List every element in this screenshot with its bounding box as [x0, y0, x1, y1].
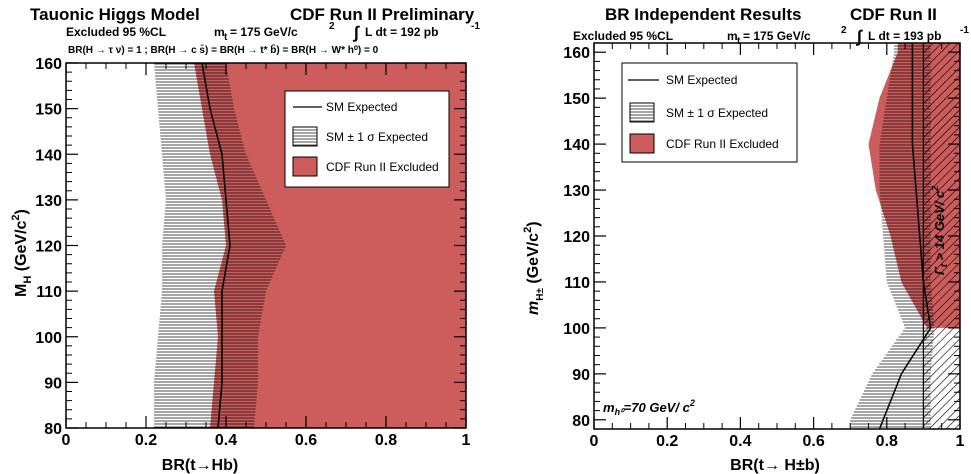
- right-x-tick-label: 0.4: [729, 433, 751, 450]
- left-lumi-label: ∫ L dt = 192 pb -1: [352, 21, 480, 42]
- left-x-tick-label: 0.8: [375, 432, 397, 449]
- right-x-tick-label: 0.8: [876, 433, 898, 450]
- right-legend-label-0: SM Expected: [666, 73, 737, 87]
- left-y-tick-label: 130: [35, 193, 62, 210]
- right-plot-area: 0 0.2 0.4 0.6 0.8 1 80 90 100 110 120 130 140 150 160: [563, 42, 965, 450]
- svg-text:t: t: [737, 36, 741, 47]
- left-x-axis-label: BR(t→Hb): [162, 457, 238, 474]
- right-y-tick-label: 130: [563, 183, 590, 200]
- left-y-axis-label: MH (GeV/c2): [10, 209, 34, 297]
- svg-text:mH± (GeV/c2): mH± (GeV/c2): [522, 221, 546, 315]
- left-legend-label-1: SM ± 1 σ Expected: [326, 130, 428, 144]
- right-legend-swatch-band: [629, 102, 655, 123]
- svg-text:= 175 GeV/c: = 175 GeV/c: [230, 25, 298, 39]
- left-mass-label: m t = 175 GeV/c 2: [214, 21, 335, 43]
- svg-text:L dt = 193 pb: L dt = 193 pb: [868, 29, 941, 43]
- right-x-tick-label: 0: [590, 433, 599, 450]
- left-legend-label-2: CDF Run II Excluded: [326, 160, 439, 174]
- left-expected-line: [201, 63, 231, 428]
- left-y-tick-label: 160: [35, 56, 62, 73]
- right-y-tick-label: 160: [563, 45, 590, 62]
- right-expected-line: [878, 43, 932, 429]
- right-collab-label: CDF Run II: [850, 5, 937, 24]
- left-legend-label-0: SM Expected: [326, 100, 397, 114]
- left-panel: Tauonic Higgs Model CDF Run II Prelimina…: [10, 5, 480, 474]
- svg-text:L dt = 192 pb: L dt = 192 pb: [365, 25, 438, 39]
- svg-text:∫: ∫: [352, 23, 360, 42]
- left-y-tick-label: 150: [35, 102, 62, 119]
- svg-text:2: 2: [841, 25, 847, 36]
- right-y-tick-label: 140: [563, 137, 590, 154]
- right-lumi-label: ∫ L dt = 193 pb -1: [855, 25, 969, 46]
- right-y-axis-label: mH± (GeV/c2): [522, 221, 546, 315]
- right-gamma-annotation: Γt > 14 GeV/ c2: [930, 186, 949, 275]
- right-y-tick-label: 120: [563, 229, 590, 246]
- svg-text:2: 2: [329, 21, 335, 32]
- right-y-tick-label: 80: [572, 413, 590, 430]
- right-x-axis-label: BR(t→ H±b): [730, 457, 820, 474]
- svg-text:∫: ∫: [855, 27, 863, 46]
- right-y-tick-label: 150: [563, 91, 590, 108]
- left-y-tick-label: 80: [44, 421, 62, 438]
- svg-text:Γt > 14 GeV/ c2: Γt > 14 GeV/ c2: [930, 186, 949, 275]
- left-legend-swatch-excluded: [292, 156, 318, 177]
- right-x-tick-label: 0.6: [802, 433, 824, 450]
- svg-text:-1: -1: [960, 25, 969, 36]
- right-y-tick-label: 110: [564, 275, 590, 292]
- svg-text:t: t: [224, 32, 228, 43]
- right-legend-swatch-excluded: [629, 133, 655, 154]
- left-y-tick-label: 140: [35, 147, 62, 164]
- left-title: Tauonic Higgs Model: [30, 5, 200, 24]
- left-x-tick-label: 0.2: [135, 432, 157, 449]
- left-y-tick-label: 100: [35, 330, 62, 347]
- right-panel: BR Independent Results CDF Run II Exclud…: [522, 5, 969, 474]
- right-y-tick-label: 100: [563, 321, 590, 338]
- left-x-tick-label: 0.6: [295, 432, 317, 449]
- svg-text:= 175 GeV/c: = 175 GeV/c: [743, 29, 811, 43]
- left-sigma-band: [154, 63, 286, 428]
- right-legend-label-2: CDF Run II Excluded: [666, 137, 779, 151]
- right-y-tick-label: 90: [572, 367, 590, 384]
- left-legend-swatch-band: [292, 126, 318, 147]
- right-plot-content: [850, 43, 960, 429]
- right-title: BR Independent Results: [605, 5, 801, 24]
- left-excluded-label: Excluded 95 %CL: [66, 25, 166, 39]
- left-y-tick-label: 120: [35, 239, 62, 256]
- left-y-tick-label: 90: [44, 375, 62, 392]
- left-x-tick-label: 0.4: [215, 432, 237, 449]
- left-collab-label: CDF Run II Preliminary: [290, 5, 475, 24]
- svg-text:mh⁰=70 GeV/ c2: mh⁰=70 GeV/ c2: [603, 398, 695, 417]
- left-y-tick-label: 110: [36, 284, 62, 301]
- svg-text:MH (GeV/c2): MH (GeV/c2): [10, 209, 34, 297]
- right-mh0-annotation: mh⁰=70 GeV/ c2: [603, 398, 695, 417]
- right-x-tick-label: 1: [956, 433, 965, 450]
- left-assumption: BR(H → τ ν) = 1 ; BR(H → c s̄) = BR(H → …: [68, 44, 379, 56]
- svg-text:m: m: [214, 25, 225, 39]
- right-mass-label: m t = 175 GeV/c 2: [727, 25, 847, 47]
- svg-text:-1: -1: [471, 21, 480, 32]
- right-legend: SM Expected SM ± 1 σ Expected CDF Run II…: [621, 62, 798, 163]
- left-x-tick-label: 1: [462, 432, 471, 449]
- left-legend: SM Expected SM ± 1 σ Expected CDF Run II…: [284, 90, 450, 188]
- right-legend-label-1: SM ± 1 σ Expected: [666, 106, 768, 120]
- right-excluded-label: Excluded 95 %CL: [573, 29, 673, 43]
- svg-text:m: m: [727, 29, 738, 43]
- right-x-tick-label: 0.2: [656, 433, 678, 450]
- right-sigma-band: [850, 43, 935, 429]
- left-x-tick-label: 0: [62, 432, 71, 449]
